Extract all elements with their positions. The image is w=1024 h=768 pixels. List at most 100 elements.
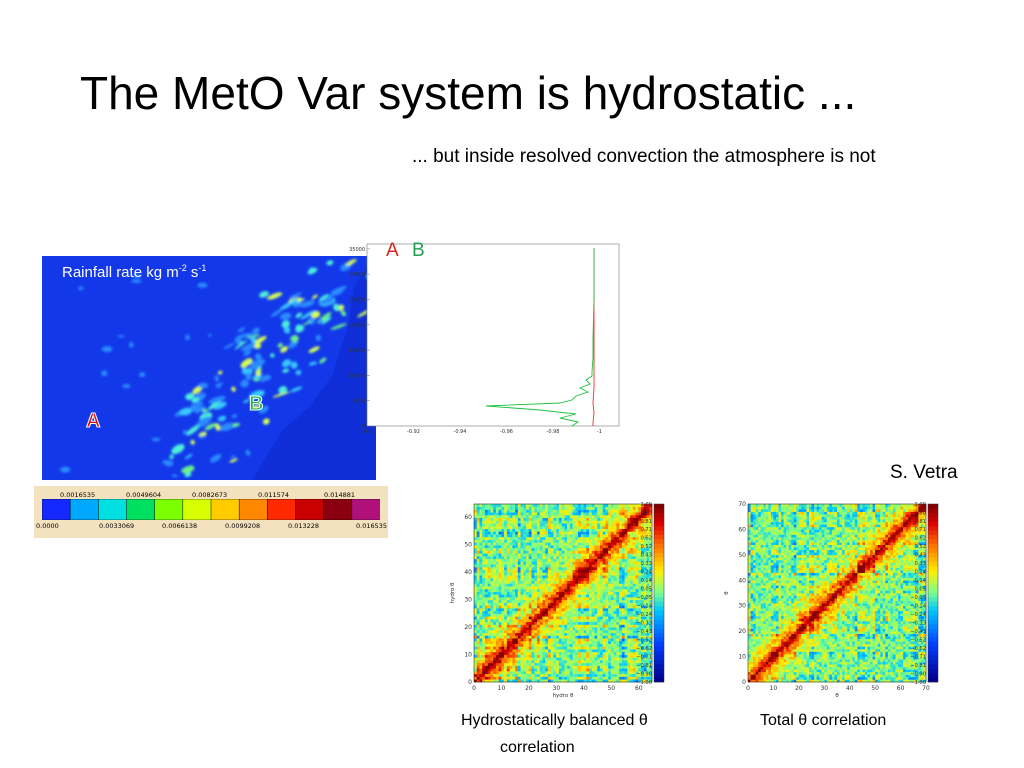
colorbar-tick-label: 0.62 <box>640 536 652 542</box>
location-marker-a: A <box>85 410 101 433</box>
colorbar-tick-label: −0.90 <box>910 671 926 677</box>
rain-cell <box>321 316 332 325</box>
colorbar-tick-label: 0.05 <box>640 587 652 593</box>
y-tick-label: 0 <box>468 679 472 686</box>
y-tick-label: 0 <box>742 679 746 686</box>
rain-cell <box>190 439 195 445</box>
rain-cell <box>319 357 327 364</box>
colorbar-tick-label: −0.05 <box>910 595 926 601</box>
colorbar-swatch <box>267 499 297 520</box>
rain-cell <box>129 342 134 348</box>
colorbar-bottom-label: 0.0099208 <box>225 522 261 530</box>
rain-cell <box>283 326 291 334</box>
rain-cell <box>250 335 256 343</box>
colorbar-swatch <box>42 499 71 520</box>
colorbar-swatch <box>126 499 156 520</box>
rain-cell <box>318 319 324 325</box>
colorbar-tick-label: −0.71 <box>910 654 926 660</box>
x-axis-label: θ <box>835 693 839 699</box>
rain-cell <box>230 455 236 458</box>
y-tick-label: 20 <box>738 628 746 635</box>
rain-cell <box>326 260 334 266</box>
colorbar-tick-label: −1.00 <box>910 680 926 686</box>
colorbar-tick-label: −0.33 <box>636 621 652 627</box>
rain-cell <box>215 423 221 431</box>
y-tick-label: 30 <box>738 603 746 610</box>
colorbar-tick-label: −0.71 <box>636 654 652 660</box>
colorbar-top-label: 0.0082673 <box>192 491 228 499</box>
rain-cell <box>194 407 204 414</box>
x-tick-label: 30 <box>820 685 828 692</box>
y-axis-label: hydro θ <box>450 582 456 603</box>
x-tick-label: 40 <box>580 685 588 692</box>
rain-cell <box>245 449 251 456</box>
colorbar-tick-label: 1.00 <box>914 502 926 508</box>
y-tick-label: 20 <box>464 624 472 631</box>
rain-cell <box>171 474 178 478</box>
rain-cell <box>231 386 236 392</box>
rain-cell <box>252 374 263 380</box>
colorbar-bottom-label: 0.016535 <box>356 522 388 530</box>
rain-cell <box>333 303 340 312</box>
colorbar-bottom-label: 0.013228 <box>288 522 320 530</box>
rain-cell <box>357 309 370 318</box>
colorbar-tick-label: −0.33 <box>910 621 926 627</box>
rain-cell <box>290 361 298 369</box>
x-tick-label: 10 <box>498 685 506 692</box>
rain-cell <box>330 323 347 330</box>
y-tick-label: 15000 <box>349 348 365 354</box>
rainfall-rate-label: Rainfall rate kg m-2 s-1 <box>62 263 207 281</box>
x-tick-label: 50 <box>607 685 615 692</box>
x-tick-label: -0.92 <box>407 429 420 435</box>
rain-cell <box>295 369 302 376</box>
rain-cell <box>267 292 283 300</box>
slide-title: The MetO Var system is hydrostatic ... <box>80 67 857 119</box>
rain-cell <box>182 430 188 435</box>
rain-cell <box>199 435 205 439</box>
colorbar-tick-label: 0.33 <box>914 561 926 567</box>
colorbar-tick-label: 0.52 <box>914 544 926 550</box>
colorbar-bottom-label: 0.0000 <box>36 522 59 530</box>
colorbar-tick-label: 0.43 <box>914 553 926 559</box>
rain-cell <box>330 286 347 294</box>
slide-subtitle: ... but inside resolved convection the a… <box>412 146 876 167</box>
x-tick-label: 0 <box>746 685 750 692</box>
rain-cell <box>192 385 203 395</box>
colorbar-tick-label: −0.90 <box>636 671 652 677</box>
colorbar-tick-label: 0.24 <box>914 570 926 576</box>
y-tick-label: 10000 <box>349 373 365 379</box>
rain-cell <box>169 454 174 460</box>
colorbar-top-label: 0.011574 <box>258 491 290 499</box>
rain-cell <box>302 320 312 326</box>
rain-cell <box>243 399 250 404</box>
rain-cell <box>237 327 245 333</box>
colorbar-tick-label: −0.62 <box>636 646 652 652</box>
colorbar-swatch <box>69 499 99 520</box>
rain-cell <box>235 332 253 339</box>
y-tick-label: 0 <box>362 424 365 430</box>
x-tick-label: -1 <box>597 429 602 435</box>
rain-cell <box>122 384 131 389</box>
colorbar-top-label: 0.0049604 <box>126 491 162 499</box>
rain-cell <box>223 343 235 349</box>
caption-hydrostatic-line2: correlation <box>500 739 575 756</box>
rain-cell <box>278 386 288 394</box>
rain-cell <box>318 293 329 301</box>
rain-cell <box>241 342 258 352</box>
colorbar-swatch <box>98 499 128 520</box>
legend-a: A <box>386 240 399 261</box>
colorbar-tick-label: −1.00 <box>636 680 652 686</box>
rain-cell <box>291 298 299 304</box>
colorbar-swatch <box>154 499 184 520</box>
rain-cell <box>280 301 294 310</box>
colorbar-tick-label: −0.14 <box>636 604 653 610</box>
colorbar-swatch <box>210 499 240 520</box>
rain-cell <box>258 405 269 414</box>
x-tick-label: 0 <box>472 685 476 692</box>
x-tick-label: -0.96 <box>500 429 513 435</box>
rain-cell <box>295 325 305 333</box>
x-tick-label: 30 <box>553 685 561 692</box>
colorbar-bottom-label: 0.0033069 <box>99 522 135 530</box>
rain-cell <box>259 291 269 298</box>
colorbar-top-label: 0.0016535 <box>60 491 96 499</box>
